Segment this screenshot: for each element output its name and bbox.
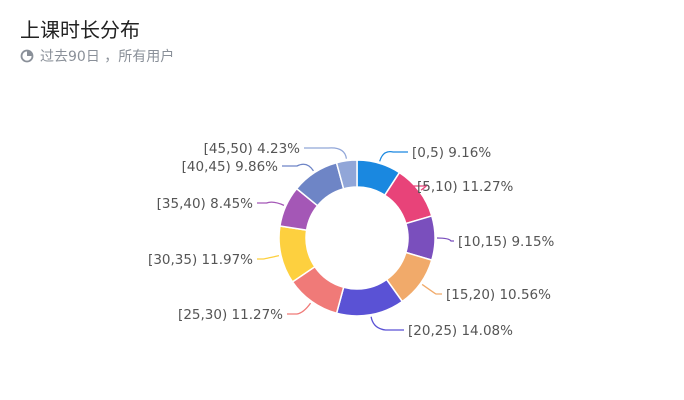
leader-line xyxy=(257,201,285,206)
data-label: [15,20) 10.56% xyxy=(446,287,551,303)
leader-line xyxy=(413,184,428,191)
leader-line xyxy=(379,151,408,162)
data-label: [10,15) 9.15% xyxy=(458,234,555,250)
pie-chart-icon xyxy=(20,49,34,63)
data-label: [0,5) 9.16% xyxy=(412,145,491,161)
subtitle-text: 过去90日 ，所有用户 xyxy=(40,49,175,65)
leader-line xyxy=(436,237,454,242)
data-label: [35,40) 8.45% xyxy=(157,196,254,212)
data-label: [20,25) 14.08% xyxy=(408,323,513,339)
leader-line xyxy=(304,147,348,159)
data-label: [45,50) 4.23% xyxy=(204,141,301,157)
data-label: [40,45) 9.86% xyxy=(182,159,279,175)
data-label: [5,10) 11.27% xyxy=(417,179,514,195)
chart-subtitle: 过去90日 ，所有用户 xyxy=(20,46,174,66)
data-label: [30,35) 11.97% xyxy=(148,252,253,268)
leader-line xyxy=(370,316,404,331)
donut-slice[interactable] xyxy=(335,159,358,190)
data-label: [25,30) 11.27% xyxy=(178,307,283,323)
leader-line xyxy=(421,283,442,295)
leader-line xyxy=(287,302,312,315)
chart-title: 上课时长分布 xyxy=(20,18,140,42)
leader-line xyxy=(282,163,315,172)
leader-line xyxy=(257,254,280,260)
